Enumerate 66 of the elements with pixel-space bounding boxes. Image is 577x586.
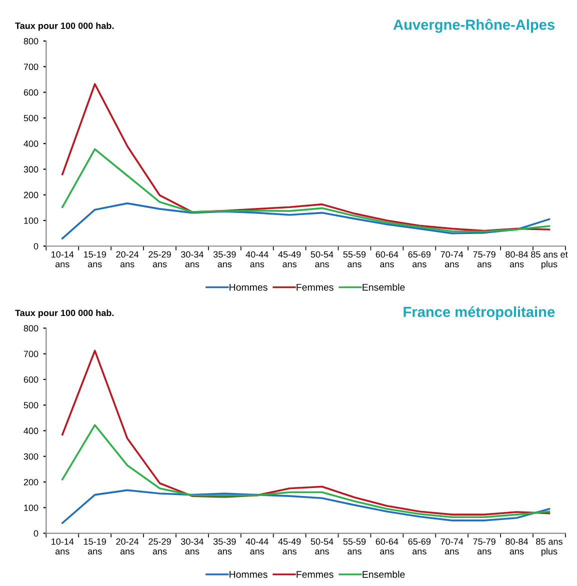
y-tick-label: 300 [24,166,38,173]
y-tick-label: 500 [24,114,38,122]
x-tick-label: 50-54 ans [310,251,334,268]
x-tick-label: 55-59 ans [343,538,366,554]
legend-label: Hommes [230,571,268,578]
x-tick-label: 15-19 ans [84,538,106,554]
x-tick-label: 65-69 ans [408,251,431,268]
y-tick-label: 800 [24,325,38,332]
y-axis-title: Taux pour 100 000 hab. [15,22,114,31]
legend-label: Femmes [296,571,334,578]
y-tick-label: 0 [34,530,38,537]
y-tick-label: 400 [24,428,38,434]
y-tick-label: 300 [24,453,38,460]
x-tick-label: 10-14 ans [52,538,74,554]
line-series [61,424,550,518]
line-series [61,202,550,240]
y-tick-label: 600 [24,376,38,383]
x-tick-label: 40-44 ans [246,251,268,268]
x-tick-label: 50-54 ans [310,538,334,554]
x-tick-label: 25-29 ans [148,538,171,554]
legend-label: Hommes [230,284,268,291]
x-tick-label: 70-74 ans [440,251,464,268]
y-tick-label: 100 [24,504,38,511]
legend-label: Ensemble [362,284,405,291]
x-tick-label: 10-14 ans [52,251,74,268]
line-series [61,350,550,516]
x-tick-label: 80-84 ans [506,538,528,554]
x-tick-label: 85 ans et plus [531,251,568,270]
x-tick-label: 20-24 ans [116,538,139,554]
y-tick-label: 800 [24,38,38,44]
x-tick-label: 30-34 ans [181,538,204,554]
y-tick-label: 0 [34,243,38,250]
legend-label: Femmes [296,284,334,291]
x-tick-label: 70-74 ans [440,538,464,554]
chart-title: Auvergne-Rhône-Alpes [393,18,554,33]
line-series [61,148,550,232]
x-tick-label: 40-44 ans [246,538,268,554]
line-series [61,83,550,232]
x-tick-label: 30-34 ans [181,251,204,268]
y-tick-label: 100 [24,217,38,224]
y-axis-title: Taux pour 100 000 hab. [15,309,114,318]
y-tick-label: 200 [24,192,38,198]
x-tick-label: 60-64 ans [376,251,398,268]
x-tick-label: 80-84 ans [506,251,528,268]
x-tick-label: 60-64 ans [376,538,398,554]
legend-label: Ensemble [362,570,405,578]
chart-title: France métropolitaine [404,306,555,320]
y-tick-label: 600 [24,89,38,96]
x-tick-label: 55-59 ans [343,251,366,268]
y-tick-label: 200 [24,478,38,486]
x-tick-label: 15-19 ans [84,251,106,268]
y-tick-label: 400 [24,140,38,147]
line-series [61,489,550,524]
x-tick-label: 35-39 ans [213,251,236,268]
x-tick-label: 25-29 ans [148,251,171,268]
x-tick-label: 85 ans plus [536,538,562,556]
y-tick-label: 500 [24,402,38,408]
x-tick-label: 65-69 ans [408,538,431,554]
x-tick-label: 45-49 ans [278,538,301,554]
y-tick-label: 700 [24,350,38,358]
x-tick-label: 35-39 ans [213,538,236,554]
y-tick-label: 700 [24,64,38,70]
x-tick-label: 20-24 ans [116,251,139,268]
x-tick-label: 45-49 ans [278,251,301,268]
x-tick-label: 75-79 ans [473,538,496,554]
x-tick-label: 75-79 ans [473,251,496,268]
